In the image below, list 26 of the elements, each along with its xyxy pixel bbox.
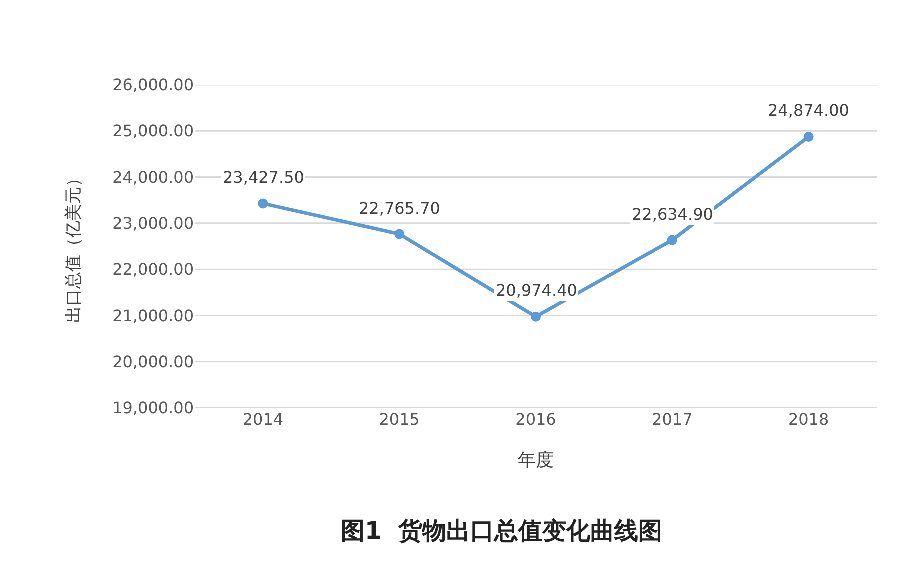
y-tick-label: 22,000.00 xyxy=(112,260,194,280)
point xyxy=(667,235,678,246)
data-label: 24,874.00 xyxy=(768,101,850,120)
y-tick-label: 25,000.00 xyxy=(112,122,194,141)
y-tick-label: 20,000.00 xyxy=(112,352,194,372)
y-axis-title: 出口总值（亿美元） xyxy=(64,170,84,323)
y-tick-label: 23,000.00 xyxy=(112,214,194,234)
x-tick-label: 2016 xyxy=(516,410,556,429)
x-tick-label: 2014 xyxy=(242,410,284,429)
y-tick-label: 19,000.00 xyxy=(112,398,194,418)
y-tick-label: 24,000.00 xyxy=(112,168,194,187)
point xyxy=(258,198,268,209)
point xyxy=(394,229,405,240)
data-label: 22,634.90 xyxy=(632,205,714,224)
x-tick-label: 2018 xyxy=(788,410,830,429)
x-tick-label: 2017 xyxy=(652,410,693,429)
point xyxy=(804,132,814,142)
point xyxy=(531,312,541,322)
caption: 图1 货物出口总值变化曲线图 xyxy=(341,517,662,545)
y-tick-label: 21,000.00 xyxy=(112,306,194,326)
y-tick-label: 26,000.00 xyxy=(112,76,194,95)
x-axis-title: 年度 xyxy=(518,450,554,472)
data-label: 22,765.70 xyxy=(359,199,440,218)
x-tick-label: 2015 xyxy=(379,410,420,429)
data-label: 23,427.50 xyxy=(223,168,304,187)
data-label: 20,974.40 xyxy=(496,281,578,300)
